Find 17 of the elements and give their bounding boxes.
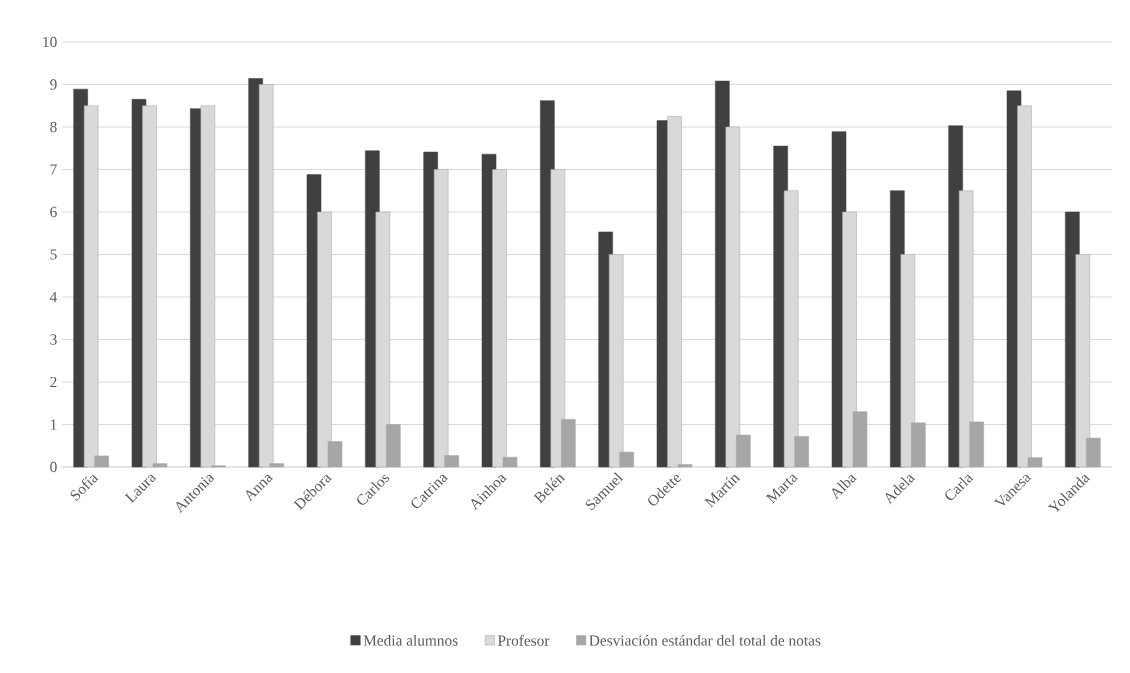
legend-label: Desviación estándar del total de notas xyxy=(589,634,821,646)
legend-label: Profesor xyxy=(497,634,550,646)
y-tick-label: 0 xyxy=(50,461,57,473)
y-tick-label: 6 xyxy=(50,206,57,218)
x-tick-label: Alba xyxy=(832,475,857,500)
y-tick-label: 3 xyxy=(50,334,57,345)
y-tick-label: 10 xyxy=(43,36,57,48)
y-tick-label: 4 xyxy=(49,291,58,303)
x-tick-label: Sofía xyxy=(70,475,99,501)
y-tick-label: 2 xyxy=(50,376,57,388)
y-tick-label: 9 xyxy=(50,79,57,90)
legend-label: Media alumnos xyxy=(363,634,458,646)
y-tick-label: 7 xyxy=(50,164,57,175)
y-tick-label: 5 xyxy=(50,249,57,260)
y-tick-label: 8 xyxy=(50,121,57,133)
x-tick-label: Carla xyxy=(945,475,974,500)
y-tick-label: 1 xyxy=(50,419,57,430)
